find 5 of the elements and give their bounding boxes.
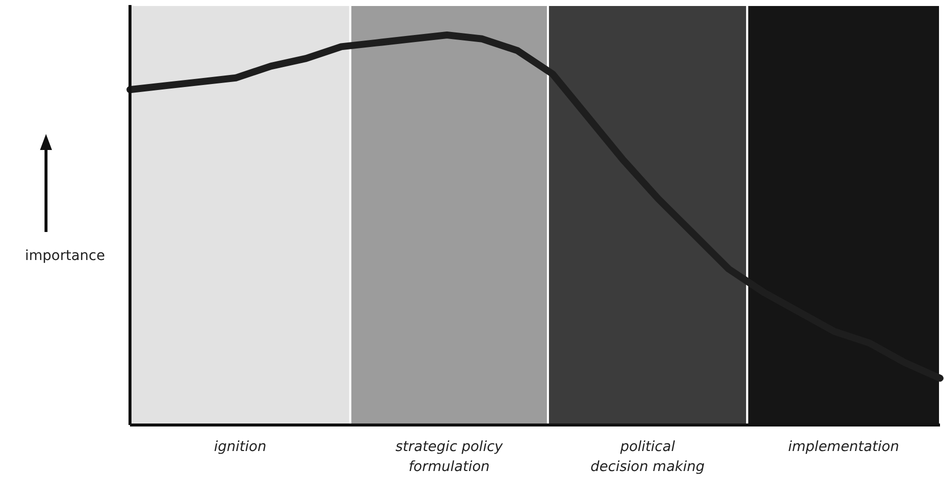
text: ignition [214, 439, 266, 455]
text: strategic policy formulation [395, 439, 504, 475]
y-axis-title: importance [25, 248, 105, 264]
text: political decision making [590, 439, 705, 475]
text: implementation [788, 439, 900, 455]
